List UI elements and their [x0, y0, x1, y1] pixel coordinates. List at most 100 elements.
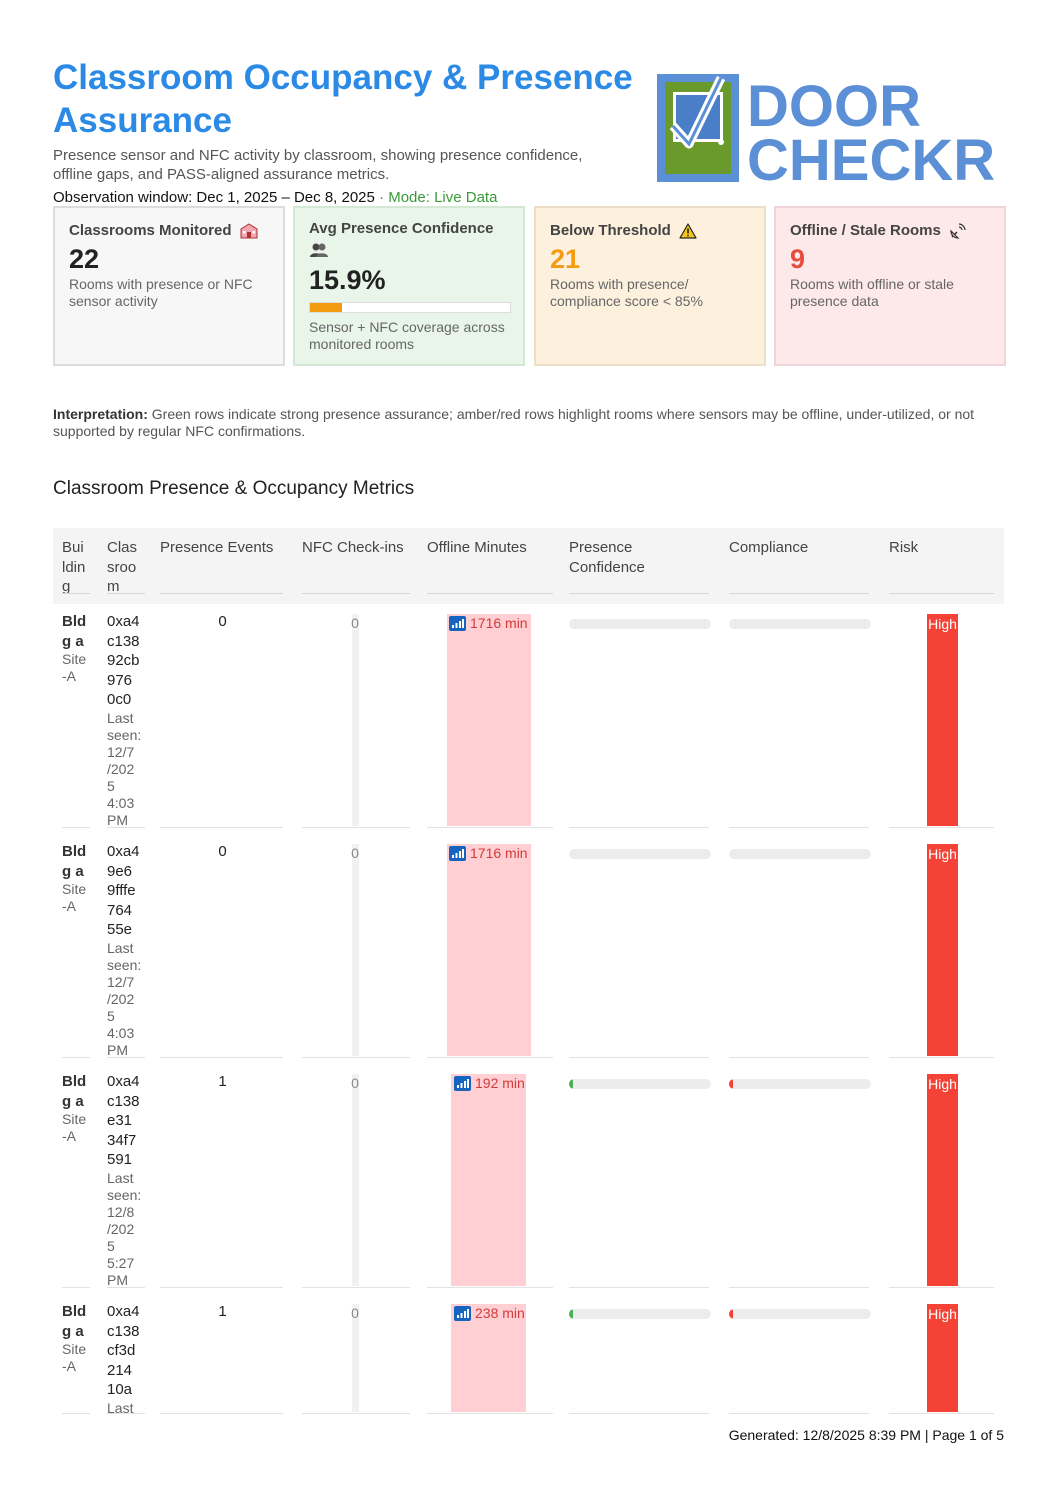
cell-presence-events: 1 [218, 1303, 227, 1320]
row-divider [889, 1287, 994, 1288]
classroom-id: 0xa4 9e6 9fffe 764 55e [107, 843, 140, 938]
header-underline [889, 593, 994, 594]
row-divider [107, 1413, 145, 1414]
offline-minutes-label: 1716 min [449, 845, 528, 861]
building-name: Bld g a [62, 1073, 87, 1110]
last-seen: Last seen: 12/7 /202 5 4:03 PM [107, 939, 142, 1058]
card-label: Avg Presence Confidence [309, 220, 494, 237]
cell-presence-events: 0 [218, 843, 227, 860]
card-desc: Rooms with presence or NFC sensor activi… [69, 276, 253, 309]
card-desc: Sensor + NFC coverage across monitored r… [309, 319, 505, 352]
card-value: 22 [69, 244, 100, 274]
card-desc: Rooms with offline or stale presence dat… [790, 276, 954, 310]
classroom-id: 0xa4 c138 92cb 976 0c0 [107, 613, 140, 708]
row-divider [889, 827, 994, 828]
header-risk: Risk [889, 539, 919, 556]
page-subtitle: Presence sensor and NFC activity by clas… [53, 147, 583, 183]
cell-presence-events: 0 [218, 613, 227, 630]
compliance-fill [729, 1079, 733, 1089]
building-site: Site -A [62, 1341, 87, 1374]
offline-minutes-bar [447, 614, 531, 826]
card-avg-presence-confidence: Avg Presence Confidence 15.9% Sensor + N… [293, 206, 525, 366]
cell-nfc-checkins: 0 [351, 845, 359, 861]
card-value: 21 [550, 244, 581, 274]
row-divider [427, 1287, 553, 1288]
card-label: Classrooms Monitored [69, 222, 269, 240]
row-divider [160, 1413, 283, 1414]
offline-minutes-value: 1716 min [470, 845, 528, 861]
card-classrooms-monitored: Classrooms Monitored 22 Rooms with prese… [53, 206, 285, 366]
presence-confidence-bar [569, 1079, 711, 1089]
card-desc: Rooms with presence/ compliance score < … [550, 276, 703, 309]
offline-minutes-label: 1716 min [449, 615, 528, 631]
signal-icon [449, 615, 466, 631]
interpretation-label: Interpretation: [53, 406, 148, 422]
offline-minutes-bar [447, 844, 531, 1056]
row-divider [729, 1413, 869, 1414]
offline-minutes-value: 1716 min [470, 615, 528, 631]
row-divider [62, 1057, 90, 1058]
presence-confidence-fill [569, 1079, 573, 1089]
logo-line2: CHECKR [747, 128, 995, 186]
people-icon [310, 243, 328, 257]
last-seen: Last [107, 1399, 134, 1416]
building-name: Bld g a [62, 613, 87, 650]
confidence-progress-bar [309, 302, 511, 313]
signal-icon [449, 845, 466, 861]
header-building: Bui ldin g [62, 539, 86, 595]
cell-nfc-checkins: 0 [351, 1305, 359, 1321]
building-site: Site -A [62, 881, 87, 914]
classroom-id: 0xa4 c138 e31 34f7 591 [107, 1073, 140, 1168]
cell-classroom: 0xa4 c138 cf3d 214 10a Last [107, 1302, 153, 1417]
card-value: 9 [790, 244, 806, 275]
row-divider [62, 1413, 90, 1414]
card-label-text: Classrooms Monitored [69, 222, 232, 239]
risk-badge: High [927, 1304, 958, 1412]
building-site: Site -A [62, 651, 87, 684]
row-divider [107, 827, 145, 828]
observation-range: Dec 1, 2025 – Dec 8, 2025 [196, 189, 375, 206]
cell-building: Bld g a Site -A [62, 1302, 102, 1375]
row-divider [302, 1287, 410, 1288]
nfc-bar [352, 844, 359, 1056]
nfc-bar [352, 1074, 359, 1286]
risk-badge: High [927, 614, 958, 826]
cell-building: Bld g a Site -A [62, 842, 102, 915]
nfc-bar [352, 614, 359, 826]
row-divider [729, 827, 869, 828]
interpretation-note: Interpretation: Green rows indicate stro… [53, 406, 1003, 440]
offline-minutes-bar [451, 1304, 526, 1412]
mode-label: Mode: Live Data [388, 189, 498, 206]
section-title: Classroom Presence & Occupancy Metrics [53, 478, 415, 499]
cell-building: Bld g a Site -A [62, 612, 102, 685]
compliance-bar [729, 1309, 871, 1319]
row-divider [62, 827, 90, 828]
row-divider [302, 1057, 410, 1058]
satellite-icon [950, 223, 966, 239]
card-label-text: Below Threshold [550, 222, 671, 239]
row-divider [160, 1287, 283, 1288]
header-offline-minutes: Offline Minutes [427, 539, 527, 556]
row-divider [62, 1287, 90, 1288]
offline-minutes-value: 238 min [475, 1305, 525, 1321]
row-divider [302, 1413, 410, 1414]
header-underline [302, 593, 410, 594]
building-name: Bld g a [62, 1303, 87, 1340]
row-divider [427, 1413, 553, 1414]
row-divider [569, 1413, 709, 1414]
header-underline [427, 593, 553, 594]
separator-dot: · [374, 189, 389, 206]
compliance-fill [729, 1309, 733, 1319]
row-divider [889, 1413, 994, 1414]
header-underline [107, 593, 145, 594]
interpretation-text: Green rows indicate strong presence assu… [53, 406, 975, 439]
cell-classroom: 0xa4 c138 e31 34f7 591 Last seen: 12/8 /2… [107, 1072, 153, 1289]
compliance-bar [729, 849, 871, 859]
row-divider [160, 1057, 283, 1058]
cell-presence-events: 1 [218, 1073, 227, 1090]
building-site: Site -A [62, 1111, 87, 1144]
row-divider [427, 1057, 553, 1058]
door-checkr-logo: DOOR CHECKR [657, 74, 995, 186]
cell-nfc-checkins: 0 [351, 615, 359, 631]
row-divider [427, 827, 553, 828]
